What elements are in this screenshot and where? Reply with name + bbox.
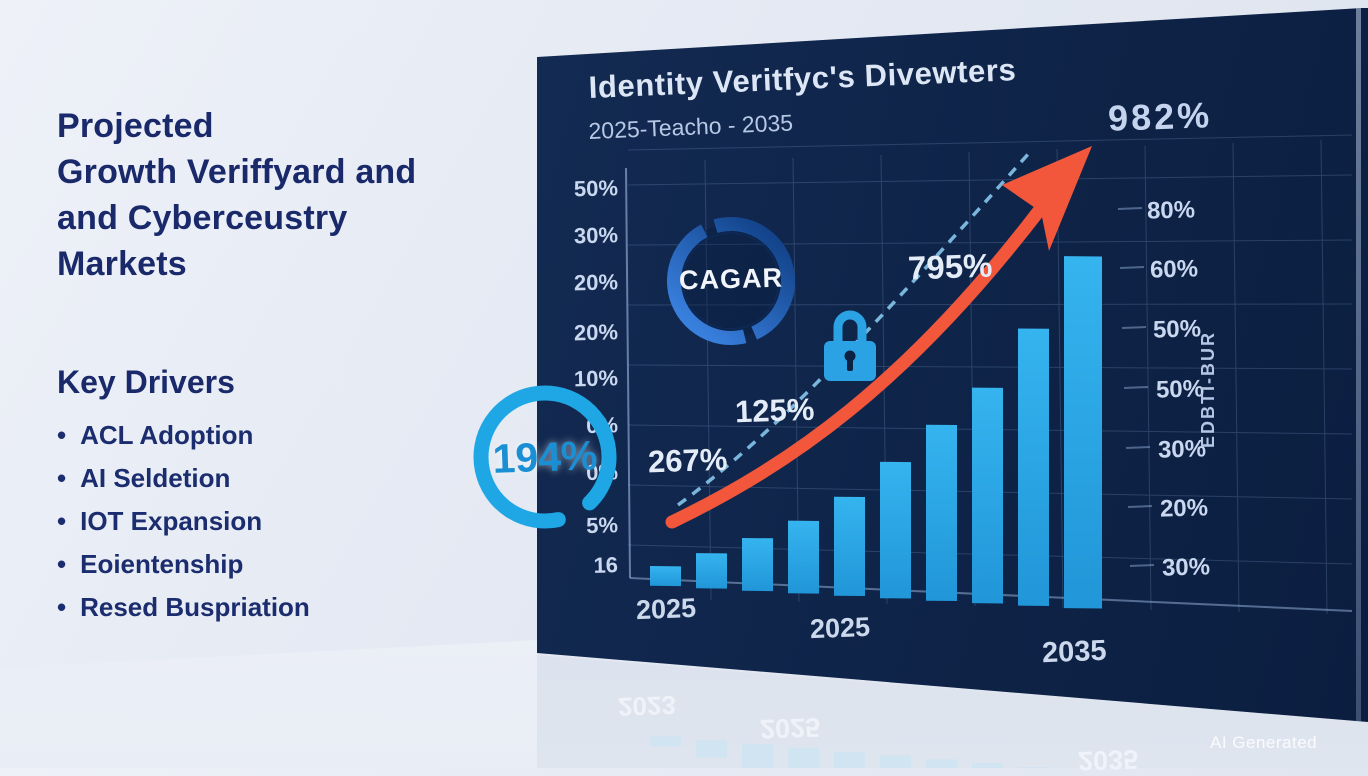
donut-value: 194% bbox=[491, 432, 599, 482]
ai-generated-watermark: AI Generated bbox=[1210, 733, 1318, 752]
right-axis-tick: 20% bbox=[1159, 494, 1209, 523]
reflection-year-label: 2035 bbox=[1077, 743, 1139, 776]
cagr-ring-label: CAGAR bbox=[678, 262, 784, 296]
right-axis-tick: 50% bbox=[1152, 315, 1202, 344]
bullet-icon: • bbox=[57, 506, 67, 536]
key-driver-label: Eoientenship bbox=[80, 549, 244, 579]
slide-title-line: Growth Veriffyard and bbox=[57, 153, 417, 191]
slide-title-line: and Cyberceustry bbox=[57, 199, 348, 237]
left-axis-tick: 10% bbox=[573, 365, 619, 392]
padlock-icon bbox=[824, 310, 876, 381]
right-axis-tick: 80% bbox=[1146, 196, 1196, 225]
key-driver-label: Resed Buspriation bbox=[80, 592, 310, 622]
left-axis-tick: 20% bbox=[573, 319, 619, 346]
x-axis-label: 2025 bbox=[809, 611, 871, 645]
top-right-value: 982% bbox=[1107, 94, 1213, 139]
cagr-ring bbox=[667, 217, 795, 345]
key-driver-label: AI Seldetion bbox=[80, 463, 231, 493]
bullet-icon: • bbox=[57, 592, 67, 622]
key-drivers-list: • ACL Adoption • AI Seldetion • IOT Expa… bbox=[57, 422, 477, 637]
bar bbox=[696, 553, 727, 589]
left-axis-tick: 50% bbox=[573, 175, 619, 202]
reflection-year-label: 2025 bbox=[759, 711, 821, 745]
right-axis-tick: 60% bbox=[1149, 255, 1199, 284]
annotation-267: 267% bbox=[647, 441, 728, 480]
slide-title-line: Markets bbox=[57, 245, 187, 283]
bullet-icon: • bbox=[57, 463, 67, 493]
bar bbox=[650, 566, 681, 587]
list-item: • Resed Buspriation bbox=[57, 594, 477, 621]
key-driver-label: ACL Adoption bbox=[80, 420, 254, 450]
gridlines bbox=[627, 134, 1353, 615]
panel-right-edge bbox=[1356, 8, 1361, 722]
slide-title: Projected Growth Veriffyard and and Cybe… bbox=[57, 103, 497, 287]
bar bbox=[972, 387, 1003, 604]
right-axis-vertical-label: EDBTI-BUR bbox=[1198, 331, 1218, 448]
bar-series bbox=[650, 256, 1102, 609]
bar bbox=[834, 496, 865, 597]
left-axis-tick: 5% bbox=[585, 512, 619, 539]
x-axis-label: 2025 bbox=[635, 592, 697, 626]
annotation-125: 125% bbox=[734, 391, 815, 430]
bar bbox=[1064, 256, 1102, 609]
key-driver-label: IOT Expansion bbox=[80, 506, 263, 536]
annotation-795: 795% bbox=[907, 246, 994, 287]
trend-arrow bbox=[665, 146, 1092, 529]
bar bbox=[742, 537, 773, 592]
left-axis-tick: 16 bbox=[593, 552, 619, 578]
bullet-icon: • bbox=[57, 549, 67, 579]
bar bbox=[880, 461, 911, 599]
bullet-icon: • bbox=[57, 420, 67, 450]
x-axis-label: 2035 bbox=[1041, 634, 1108, 670]
left-axis-tick: 30% bbox=[573, 222, 619, 249]
bar bbox=[788, 520, 819, 594]
right-axis-tick: 30% bbox=[1161, 553, 1211, 582]
list-item: • Eoientenship bbox=[57, 551, 477, 578]
key-drivers-heading: Key Drivers bbox=[57, 364, 235, 400]
reflection-year-label: 2023 bbox=[617, 689, 677, 722]
list-item: • IOT Expansion bbox=[57, 508, 477, 535]
list-item: • AI Seldetion bbox=[57, 465, 477, 492]
slide-title-line: Projected bbox=[57, 107, 214, 145]
bar bbox=[926, 424, 957, 602]
bar bbox=[1018, 328, 1049, 606]
left-axis-tick: 20% bbox=[573, 269, 619, 296]
list-item: • ACL Adoption bbox=[57, 422, 477, 449]
